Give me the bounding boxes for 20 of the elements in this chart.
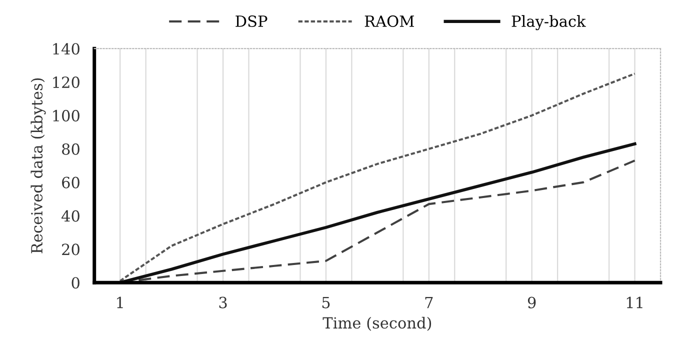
y-tick-label: 140 <box>53 43 80 55</box>
y-tick-label: 40 <box>62 210 80 222</box>
x-tick-label: 5 <box>322 296 330 308</box>
x-axis-title: Time (second) <box>322 316 432 331</box>
y-tick-label: 120 <box>53 76 80 88</box>
x-tick-label: 1 <box>117 296 123 308</box>
y-axis-title: Received data (kbytes) <box>30 78 46 254</box>
y-tick-label: 80 <box>62 143 80 155</box>
y-tick-label: 20 <box>62 244 80 256</box>
x-tick-label: 11 <box>626 296 642 308</box>
x-tick-label: 7 <box>425 296 433 308</box>
y-tick-label: 100 <box>53 110 80 122</box>
y-tick-label: 60 <box>62 176 80 188</box>
legend-label: RAOM <box>364 15 414 27</box>
x-tick-label: 3 <box>219 296 227 308</box>
legend-label: DSP <box>236 15 268 27</box>
legend-label: Play-back <box>512 15 586 30</box>
y-tick-label: 0 <box>72 277 80 289</box>
x-tick-label: 9 <box>528 296 536 308</box>
line-series <box>119 72 636 282</box>
